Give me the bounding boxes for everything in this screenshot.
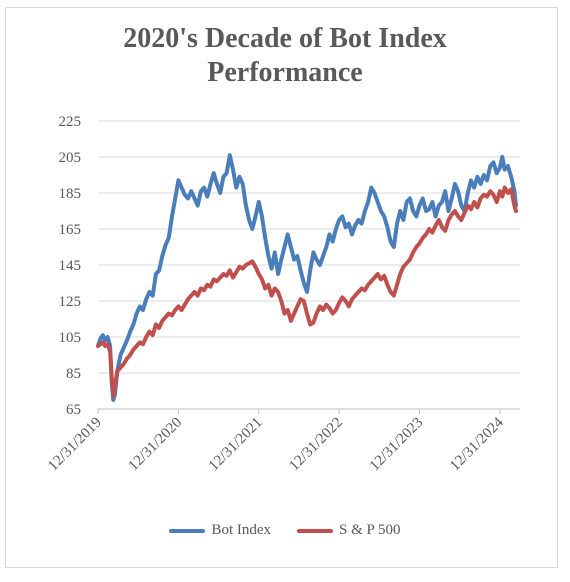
legend-label-bot-index: Bot Index xyxy=(211,522,272,538)
chart-legend: Bot Index S & P 500 xyxy=(0,522,570,539)
y-tick-label-85: 85 xyxy=(66,366,81,382)
x-tick-label-1: 12/31/2020 xyxy=(126,415,186,475)
legend-label-sp500: S & P 500 xyxy=(339,522,401,538)
chart-title-line-2: Performance xyxy=(207,57,363,88)
legend-item-bot-index: Bot Index xyxy=(169,522,271,539)
y-tick-label-185: 185 xyxy=(59,186,82,202)
y-tick-label-125: 125 xyxy=(59,294,82,310)
legend-swatch-sp500 xyxy=(297,528,334,533)
chart-title: 2020's Decade of Bot Index Performance xyxy=(0,22,570,90)
y-tick-label-145: 145 xyxy=(59,258,82,274)
y-tick-label-225: 225 xyxy=(59,114,82,130)
x-tick-label-4: 12/31/2023 xyxy=(367,415,427,475)
legend-swatch-bot-index xyxy=(169,528,206,533)
chart-frame xyxy=(5,7,558,568)
y-tick-label-205: 205 xyxy=(59,150,82,166)
x-tick-label-2: 12/31/2021 xyxy=(206,415,266,475)
series-line-s-p-500 xyxy=(96,185,518,399)
x-tick-label-5: 12/31/2024 xyxy=(447,414,507,474)
x-tick-label-3: 12/31/2022 xyxy=(286,415,346,475)
series-line-bot-index xyxy=(96,153,518,402)
y-tick-label-65: 65 xyxy=(66,402,81,418)
y-tick-label-165: 165 xyxy=(59,222,82,238)
legend-item-sp500: S & P 500 xyxy=(297,522,401,539)
y-tick-label-105: 105 xyxy=(59,330,82,346)
chart-title-line-1: 2020's Decade of Bot Index xyxy=(123,23,447,54)
x-tick-label-0: 12/31/2019 xyxy=(45,415,105,475)
